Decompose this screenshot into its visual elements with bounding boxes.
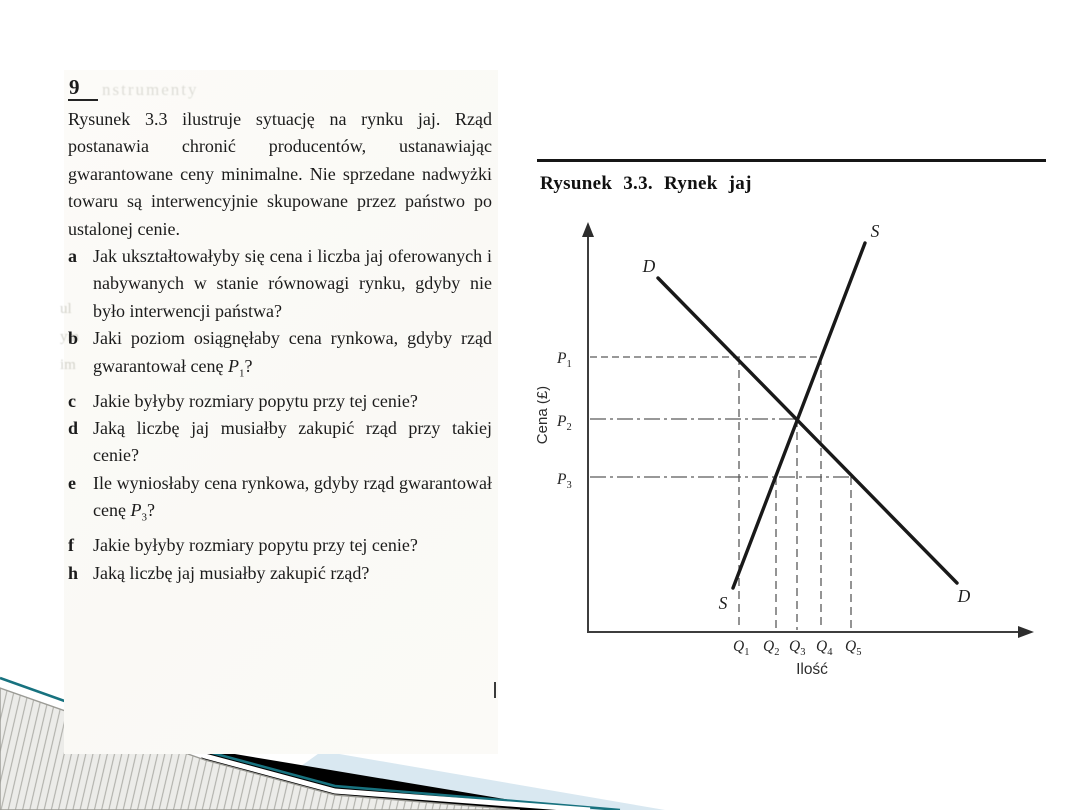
exercise-item-a: a Jak ukształtowałyby się cena i liczba j… [68, 243, 492, 325]
figure-title: Rysunek 3.3. Rynek jaj [540, 173, 752, 194]
exercise-intro: Rysunek 3.3 ilustruje sytuację na rynku … [68, 109, 492, 239]
quantity-label-Q2: Q2 [763, 638, 779, 658]
item-text: Jaką liczbę jaj musiałby zakupić rząd? [93, 562, 370, 583]
curve-label-D-0: D [642, 256, 656, 276]
question-number: 9 [68, 76, 98, 101]
item-letter: e [68, 472, 76, 493]
item-letter: h [68, 562, 79, 583]
quantity-label-Q4: Q4 [816, 638, 833, 658]
item-text: Jakie byłyby rozmiary popytu przy tej ce… [93, 535, 418, 556]
supply-demand-chart: P1 P2 P3 Q1 Q2 Q3 Q4 Q5 D D S S Ilość Cena (£) [537, 221, 1034, 678]
exercise-item-h: h Jaką liczbę jaj musiałby zakupić rząd? [68, 560, 492, 587]
x-axis-arrow [1018, 626, 1034, 638]
price-label-P2: P2 [556, 413, 572, 433]
curve-label-S-0: S [871, 221, 880, 241]
item-letter: c [68, 390, 76, 411]
exercise-item-b: b Jaki poziom osiągnęłaby cena rynkowa, g… [68, 325, 492, 387]
exercise-item-c: c Jakie byłyby rozmiary popytu przy tej c… [68, 388, 492, 415]
curve-label-S-1: S [719, 593, 728, 613]
scan-edge-mark [494, 682, 496, 698]
curve-label-D-1: D [957, 586, 971, 606]
price-label-P1: P1 [556, 350, 572, 370]
item-letter: a [68, 246, 77, 267]
y-axis-arrow [582, 222, 594, 237]
curve-S [731, 241, 867, 590]
item-text: Jaką liczbę jaj musiałby zakupić rząd pr… [93, 418, 492, 466]
item-text: Jaki poziom osiągnęłaby cena rynkowa, gd… [93, 328, 492, 380]
exercise-item-e: e Ile wyniosłaby cena rynkowa, gdyby rząd… [68, 470, 492, 532]
curve-D [656, 276, 959, 585]
quantity-label-Q5: Q5 [845, 638, 861, 658]
item-letter: f [68, 535, 74, 556]
item-text: Ile wyniosłaby cena rynkowa, gdyby rząd … [93, 472, 492, 524]
price-label-P3: P3 [556, 471, 572, 491]
exercise-item-d: d Jaką liczbę jaj musiałby zakupić rząd p… [68, 415, 492, 470]
quantity-label-Q3: Q3 [789, 638, 805, 658]
exercise-item-list: a Jak ukształtowałyby się cena i liczba j… [68, 243, 492, 587]
scanned-textbook-page: nstrumenty ul ym im 9 Rysunek 3.3 ilustr… [60, 70, 498, 754]
item-letter: b [68, 328, 79, 349]
show-through-ghost-text: nstrumenty [102, 80, 199, 99]
y-axis-caption: Cena (£) [537, 386, 551, 444]
figure-top-rule [537, 159, 1046, 162]
show-through-margin-marks: ul ym im [60, 301, 80, 373]
item-letter: d [68, 418, 79, 439]
exercise-item-f: f Jakie byłyby rozmiary popytu przy tej c… [68, 532, 492, 559]
item-text: Jakie byłyby rozmiary popytu przy tej ce… [93, 390, 418, 411]
x-axis-caption: Ilość [796, 661, 828, 678]
quantity-label-Q1: Q1 [733, 638, 749, 658]
item-text: Jak ukształtowałyby się cena i liczba ja… [93, 246, 492, 321]
